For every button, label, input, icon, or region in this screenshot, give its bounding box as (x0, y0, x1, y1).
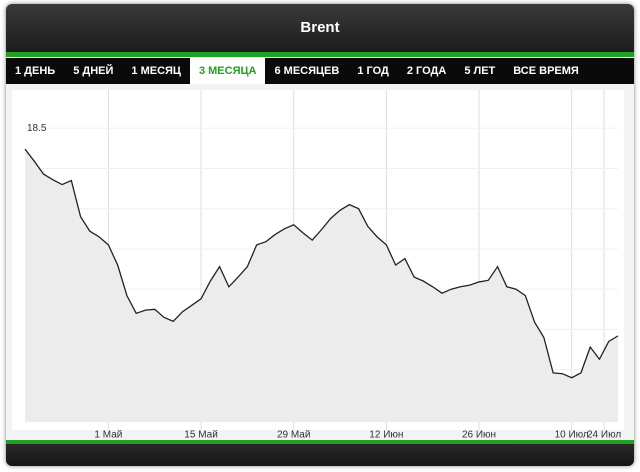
tab[interactable]: 6 МЕСЯЦЕВ (274, 65, 340, 77)
widget: Brent 1 ДЕНЬ 5 ДНЕЙ 1 МЕСЯЦ 3 МЕСЯЦА 6 МЕСЯЦ… (6, 4, 634, 466)
header: Brent (6, 4, 634, 52)
tab[interactable]: 5 ЛЕТ (464, 65, 496, 77)
title: Brent (300, 19, 340, 36)
tab-bar: 1 ДЕНЬ 5 ДНЕЙ 1 МЕСЯЦ 3 МЕСЯЦА 6 МЕСЯЦЕВ 1 ГО… (6, 58, 634, 84)
tab[interactable]: 2 ГОДА (406, 65, 447, 77)
y-tick-label: 18.5 (27, 123, 47, 134)
tab[interactable]: 1 МЕСЯЦ (131, 65, 181, 77)
x-tick-label: 15 Май (184, 430, 218, 440)
x-tick-label: 29 Май (277, 430, 311, 440)
footer (6, 440, 634, 466)
x-tick-label: 10 Июл (555, 430, 589, 440)
area-fill (25, 149, 618, 423)
price-line (24, 148, 619, 379)
accent-bar (6, 52, 634, 57)
tab[interactable]: 1 ГОД (357, 65, 389, 77)
x-tick-label: 1 Май (94, 430, 122, 440)
x-tick-label: 24 Июл (587, 430, 621, 440)
x-tick-label: 12 Июн (369, 430, 403, 440)
tab[interactable]: 5 ДНЕЙ (73, 65, 114, 77)
tab[interactable]: ВСЕ ВРЕМЯ (513, 65, 579, 77)
x-tick-label: 26 Июн (462, 430, 496, 440)
tab[interactable]: 3 МЕСЯЦА (189, 58, 266, 84)
tab[interactable]: 1 ДЕНЬ (15, 65, 56, 77)
